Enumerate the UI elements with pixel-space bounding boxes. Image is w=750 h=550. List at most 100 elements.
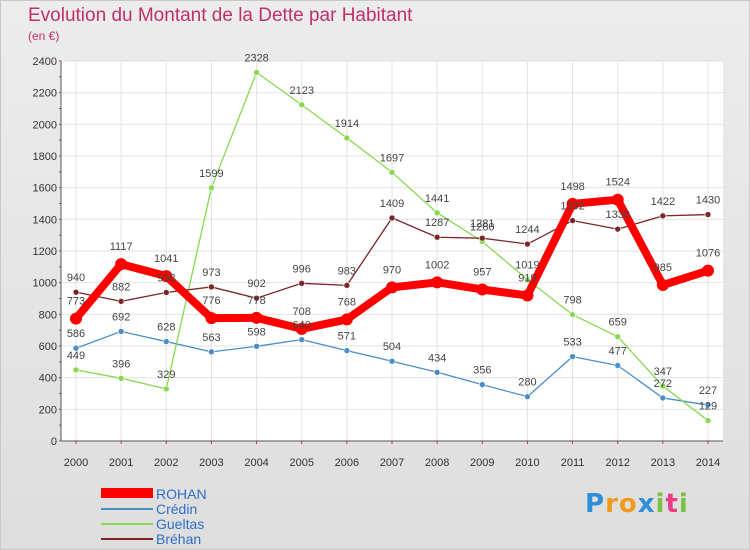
data-label-rohan: 778 [247,295,265,307]
data-point-rohan [340,313,353,326]
chart-subtitle: (en €) [28,29,60,43]
y-tick-label: 2000 [33,119,57,131]
x-tick-label: 2002 [154,457,178,469]
data-point-gueltas [524,276,531,283]
data-label-gueltas: 1599 [199,168,223,180]
data-label-gueltas: 129 [699,401,717,413]
chart-title: Evolution du Montant de la Dette par Hab… [28,5,413,26]
proxiti-logo: Proxiti [585,489,689,519]
data-point-brehan [433,233,441,241]
data-label-credin: 434 [428,352,446,364]
data-label-rohan: 970 [383,264,401,276]
legend-label-brehan: Bréhan [156,531,202,547]
data-point-credin [253,343,260,350]
data-label-rohan: 776 [202,295,220,307]
data-label-credin: 504 [383,341,401,353]
y-tick-label: 2400 [33,56,57,68]
data-label-gueltas: 2328 [244,52,268,64]
data-label-gueltas: 798 [563,295,581,307]
data-point-rohan [521,289,534,302]
y-tick-label: 1400 [33,214,57,226]
data-label-gueltas: 347 [654,366,672,378]
data-label-credin: 628 [157,322,175,334]
data-label-credin: 586 [67,328,85,340]
data-label-gueltas: 329 [157,369,175,381]
data-point-gueltas [343,134,351,142]
x-tick-label: 2003 [199,457,223,469]
data-label-rohan: 1117 [110,241,133,253]
data-label-rohan: 1076 [696,248,720,260]
x-tick-label: 2001 [109,457,133,469]
x-tick-label: 2000 [64,457,88,469]
data-point-rohan [611,193,624,206]
data-point-gueltas [298,101,306,109]
data-point-credin [208,348,215,356]
data-label-gueltas: 396 [112,358,130,370]
legend-swatch-rohan [101,488,153,498]
data-label-credin: 477 [609,345,627,357]
legend-swatch-credin [101,508,153,510]
data-label-gueltas: 659 [609,317,627,329]
data-point-credin [569,353,576,360]
y-tick-label: 800 [39,309,57,321]
x-tick-label: 2011 [561,457,585,469]
data-point-brehan [117,298,125,305]
data-point-credin [614,362,622,369]
data-label-rohan: 773 [67,296,85,308]
x-tick-label: 2007 [380,457,404,469]
y-tick-label: 1200 [33,246,57,258]
data-label-rohan: 768 [338,296,356,308]
data-label-credin: 533 [563,337,581,349]
data-label-brehan: 1287 [425,217,449,229]
data-point-rohan [295,322,308,335]
data-point-brehan [614,225,622,233]
data-point-credin [72,344,80,352]
data-label-rohan: 985 [654,262,672,274]
y-tick-label: 1600 [33,183,57,195]
data-label-gueltas: 449 [67,350,85,362]
data-point-brehan [569,217,576,224]
data-point-credin [433,368,441,376]
legend-label-rohan: ROHAN [156,486,207,502]
data-point-brehan [343,282,351,289]
data-point-brehan [704,211,712,218]
data-label-gueltas: 1441 [425,193,449,205]
data-label-brehan: 996 [293,263,311,275]
data-label-gueltas: 1914 [335,118,359,130]
data-label-gueltas: 1019 [515,260,539,272]
data-point-rohan [702,264,714,277]
data-label-rohan: 1002 [425,259,449,271]
data-label-brehan: 938 [157,272,175,284]
data-label-rohan: 919 [518,272,536,284]
data-point-brehan [388,214,396,222]
x-tick-label: 2009 [470,457,494,469]
data-point-rohan [205,312,218,325]
data-point-credin [343,347,351,354]
data-point-gueltas [614,333,622,340]
data-point-rohan [566,197,579,210]
data-point-credin [298,336,306,343]
data-point-rohan [250,311,263,324]
data-label-gueltas: 1697 [380,152,404,164]
x-tick-label: 2006 [335,457,359,469]
legend-label-gueltas: Gueltas [156,516,205,532]
y-tick-label: 1800 [33,151,57,163]
y-tick-label: 400 [39,373,57,385]
data-point-rohan [656,279,669,292]
data-point-gueltas [659,382,667,390]
data-label-credin: 640 [293,320,311,332]
data-label-credin: 571 [338,331,356,343]
data-point-rohan [70,312,82,325]
y-tick-label: 2200 [33,88,57,100]
data-label-gueltas: 1260 [470,222,494,234]
data-point-rohan [386,281,398,294]
data-label-brehan: 973 [202,267,220,279]
data-label-brehan: 902 [247,278,265,290]
y-tick-label: 1000 [33,278,57,290]
x-tick-label: 2008 [425,457,449,469]
data-point-brehan [162,289,170,296]
data-point-gueltas [569,311,576,318]
data-label-brehan: 1422 [651,196,675,208]
x-tick-label: 2005 [289,457,313,469]
